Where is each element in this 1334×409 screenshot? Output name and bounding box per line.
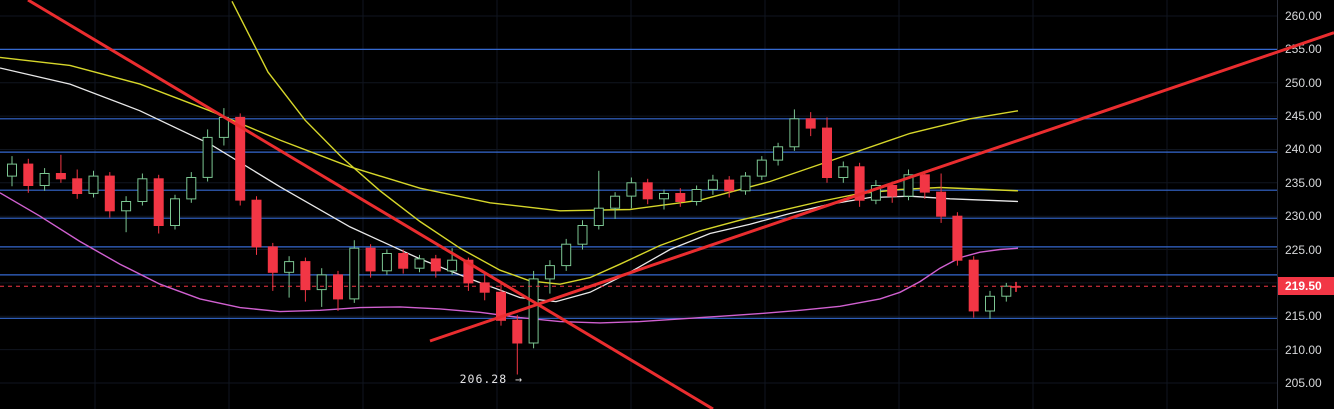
grid-lines [0,0,1277,409]
ma-magenta[interactable] [0,192,1019,324]
price-tick-label: 245.00 [1285,109,1322,123]
last-trade-marker [1011,281,1021,292]
price-tick-label: 225.00 [1285,243,1322,257]
price-tick-label: 255.00 [1285,42,1322,56]
price-axis[interactable]: 260.00 255.00 250.00 245.00 240.00 235.00 230.… [1277,0,1334,409]
price-tick-label: 230.00 [1285,209,1322,223]
price-tick-label: 215.00 [1285,309,1322,323]
candles-series[interactable] [7,108,1012,375]
last-price-badge: 219.50 [1278,277,1334,295]
price-annotation[interactable]: 206.28 → [460,372,523,386]
price-tick-label: 205.00 [1285,376,1322,390]
price-tick-label: 210.00 [1285,343,1322,357]
ma-white[interactable] [0,67,1019,303]
price-tick-label: 250.00 [1285,76,1322,90]
price-tick-label: 235.00 [1285,176,1322,190]
ma-yellow-mid[interactable] [231,0,1019,285]
price-tick-label: 260.00 [1285,9,1322,23]
price-tick-label: 240.00 [1285,142,1322,156]
ma-yellow-long[interactable] [0,56,1019,212]
